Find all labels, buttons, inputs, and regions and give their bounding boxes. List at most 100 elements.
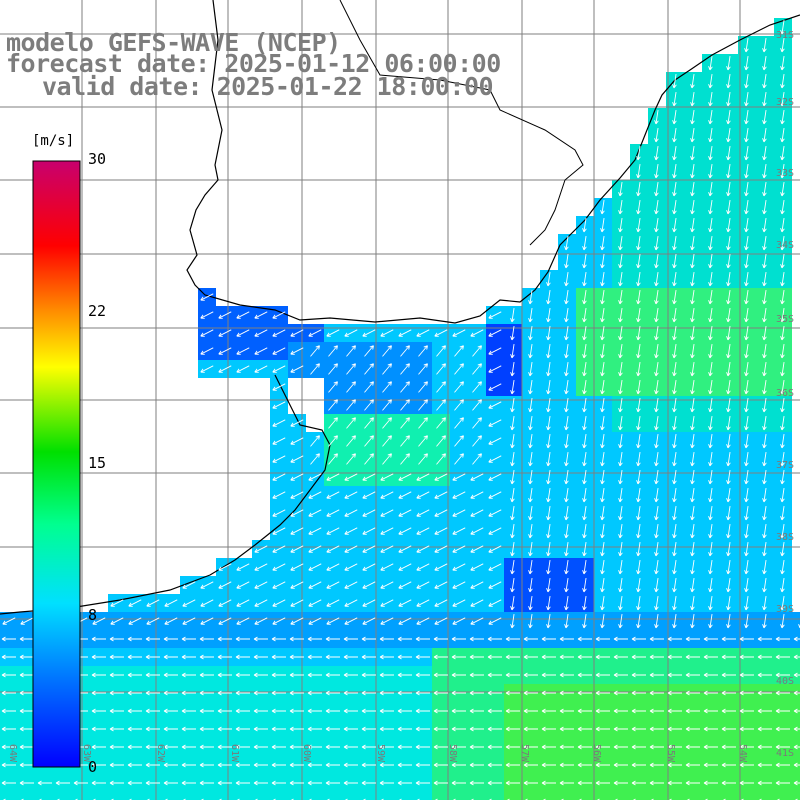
wind-arrow — [253, 690, 268, 696]
wind-arrow — [595, 780, 610, 786]
wind-arrow — [452, 509, 466, 517]
wind-arrow — [452, 617, 466, 625]
wind-arrow — [582, 344, 587, 359]
wind-cell — [360, 792, 378, 800]
wind-arrow — [127, 744, 142, 750]
wind-arrow — [163, 780, 178, 786]
wind-arrow — [546, 272, 551, 287]
wind-cell — [288, 792, 306, 800]
wind-arrow — [290, 545, 304, 553]
wind-arrow — [618, 326, 623, 341]
wind-arrow — [434, 563, 448, 571]
wind-arrow — [199, 762, 214, 768]
wind-arrow — [600, 362, 605, 377]
wind-arrow — [110, 798, 114, 800]
wind-arrow — [1, 636, 16, 642]
wind-arrow — [382, 345, 392, 357]
wind-arrow — [2, 798, 6, 800]
wind-arrow — [564, 344, 569, 359]
wind-arrow — [272, 347, 286, 355]
wind-arrow — [454, 417, 464, 429]
wind-arrow — [344, 599, 358, 607]
wind-arrow — [546, 344, 551, 359]
lon-label: 63W — [81, 744, 92, 763]
wind-arrow — [436, 363, 446, 375]
wind-arrow — [775, 726, 790, 732]
wind-arrow — [470, 599, 484, 607]
wind-arrow — [559, 744, 574, 750]
wind-arrow — [91, 672, 106, 678]
wind-arrow — [667, 744, 682, 750]
wind-arrow — [145, 780, 160, 786]
wind-arrow — [690, 362, 695, 377]
wind-arrow — [326, 617, 340, 625]
wind-arrow — [328, 417, 338, 429]
wind-arrow — [690, 344, 695, 359]
wind-arrow — [146, 617, 160, 625]
wind-arrow — [434, 599, 448, 607]
wind-arrow — [654, 110, 659, 125]
wind-arrow — [310, 435, 320, 447]
wind-arrow — [505, 636, 520, 642]
wind-arrow — [636, 236, 641, 251]
wind-arrow — [199, 672, 214, 678]
wind-arrow — [510, 578, 515, 593]
wind-arrow — [289, 654, 304, 660]
wind-arrow — [672, 452, 677, 467]
wind-arrow — [488, 509, 502, 517]
wind-arrow — [364, 435, 374, 447]
wind-arrow — [618, 560, 623, 575]
wind-arrow — [253, 708, 268, 714]
wind-arrow — [541, 744, 556, 750]
wind-arrow — [1, 672, 16, 678]
wind-cell — [576, 792, 594, 800]
wind-arrow — [398, 617, 412, 625]
wind-arrow — [523, 672, 538, 678]
wind-arrow — [217, 654, 232, 660]
wind-arrow — [253, 726, 268, 732]
wind-arrow — [488, 437, 502, 445]
wind-arrow — [780, 416, 785, 431]
wind-arrow — [780, 272, 785, 287]
wind-arrow — [636, 542, 641, 557]
wind-arrow — [582, 596, 587, 611]
wind-arrow — [636, 434, 641, 449]
wind-arrow — [510, 362, 515, 377]
wind-arrow — [654, 326, 659, 341]
wind-arrow — [510, 452, 515, 467]
wind-arrow — [708, 488, 713, 503]
wind-arrow — [164, 617, 178, 625]
wind-arrow — [325, 672, 340, 678]
wind-arrow — [739, 744, 754, 750]
wind-arrow — [649, 690, 664, 696]
wind-arrow — [487, 708, 502, 714]
wind-arrow — [418, 381, 428, 393]
wind-arrow — [618, 434, 623, 449]
wind-arrow — [344, 798, 348, 800]
wind-arrow — [272, 798, 276, 800]
wind-arrow — [397, 672, 412, 678]
wind-arrow — [757, 726, 772, 732]
wind-arrow — [528, 308, 533, 323]
lat-label: 34S — [776, 240, 795, 251]
wind-arrow — [434, 545, 448, 553]
wind-arrow — [470, 329, 484, 337]
wind-arrow — [618, 308, 623, 323]
wind-arrow — [326, 798, 330, 800]
wind-cell — [684, 792, 702, 800]
wind-arrow — [636, 524, 641, 539]
wind-arrow — [379, 672, 394, 678]
wind-arrow — [398, 491, 412, 499]
wind-arrow — [636, 254, 641, 269]
wind-arrow — [236, 599, 250, 607]
wind-arrow — [546, 380, 551, 395]
wind-arrow — [416, 329, 430, 337]
wind-cell — [792, 612, 800, 630]
wind-arrow — [343, 744, 358, 750]
wind-arrow — [703, 762, 718, 768]
wind-arrow — [434, 527, 448, 535]
wind-arrow — [631, 672, 646, 678]
wind-arrow — [523, 636, 538, 642]
wind-arrow — [436, 345, 446, 357]
